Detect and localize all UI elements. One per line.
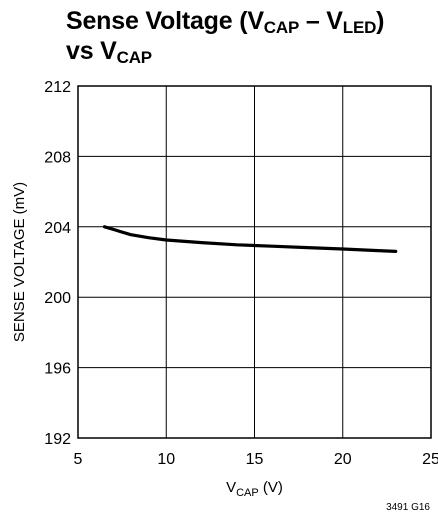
x-tick-label: 5: [74, 451, 83, 468]
y-tick-label: 208: [44, 149, 71, 166]
y-tick-label: 212: [44, 79, 71, 96]
chart-title-line-1: Sense Voltage (VCAP – VLED): [66, 7, 385, 37]
x-tick-label: 15: [246, 451, 264, 468]
figure-code: 3491 G16: [386, 502, 430, 513]
y-tick-label: 196: [44, 361, 71, 378]
x-tick-labels: 5 10 15 20 25: [74, 451, 438, 468]
y-tick-label: 200: [44, 290, 71, 307]
y-tick-label: 204: [44, 220, 71, 237]
x-tick-label: 20: [334, 451, 352, 468]
y-tick-label: 192: [44, 431, 71, 448]
plot-frame: [77, 85, 432, 439]
chart-title-line-2: vs VCAP: [66, 37, 152, 67]
series-line: [102, 225, 398, 253]
grid-lines: [78, 86, 431, 438]
x-tick-label: 25: [422, 451, 438, 468]
y-tick-labels: 192 196 200 204 208 212: [44, 79, 71, 448]
x-axis-label: VCAP (V): [226, 479, 283, 499]
x-tick-label: 10: [157, 451, 175, 468]
chart-title: Sense Voltage (VCAP – VLED) vs VCAP: [66, 6, 385, 67]
y-axis-label: SENSE VOLTAGE (mV): [11, 182, 28, 342]
